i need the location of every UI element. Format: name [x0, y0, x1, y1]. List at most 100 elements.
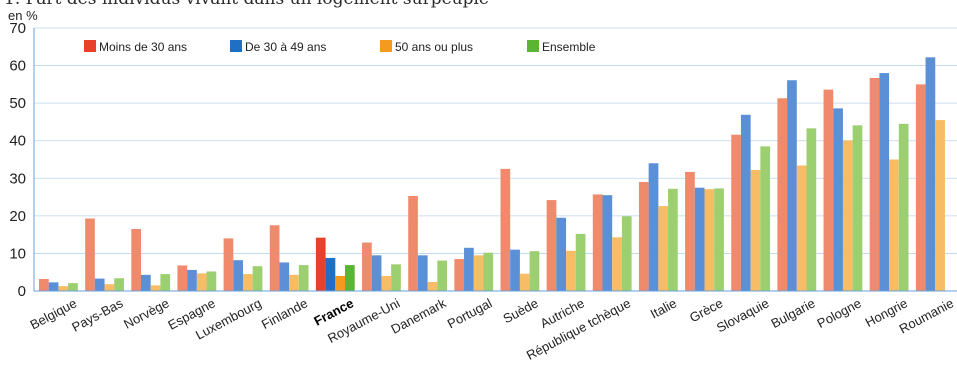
bar-luxembourg-series-1 [223, 238, 234, 291]
bar-france-series-3 [335, 275, 345, 291]
y-tick-label: 70 [9, 20, 26, 37]
y-tick-label: 40 [9, 133, 26, 150]
bar-danemark-series-4 [437, 260, 447, 291]
bar-roumanie-series-3 [935, 120, 945, 291]
bar-royaume-uni-series-1 [362, 242, 372, 291]
bar-belgique-series-4 [68, 283, 78, 291]
bar-bulgarie-series-2 [787, 80, 797, 291]
bar-r-publique-tch-que-series-3 [612, 237, 622, 291]
bar-su-de-series-3 [519, 273, 530, 291]
y-tick-labels: 0 10 20 30 40 50 60 70 [9, 20, 26, 300]
y-tick-label: 10 [9, 245, 26, 262]
bar-royaume-uni-series-4 [391, 264, 401, 291]
bar-slovaquie-series-3 [750, 170, 761, 291]
bar-france-series-4 [345, 265, 355, 291]
bar-italie-series-1 [638, 182, 649, 291]
bar-hongrie-series-4 [898, 123, 909, 291]
legend-label: De 30 à 49 ans [245, 40, 326, 54]
bar-pays-bas-series-1 [85, 218, 95, 291]
category-label: Suède [500, 295, 540, 326]
bar-pays-bas-series-2 [94, 278, 105, 291]
bar-portugal-series-1 [454, 259, 465, 291]
bars [39, 57, 945, 292]
category-label: Portugal [445, 295, 495, 331]
bar-belgique-series-2 [48, 282, 59, 291]
bar-r-publique-tch-que-series-4 [621, 216, 632, 291]
bar-r-publique-tch-que-series-2 [602, 195, 613, 291]
bar-autriche-series-3 [566, 250, 576, 291]
bar-france-series-1 [315, 237, 326, 291]
bar-espagne-series-2 [187, 269, 197, 291]
bar-pays-bas-series-4 [114, 278, 124, 291]
bar-danemark-series-3 [427, 281, 438, 291]
bar-portugal-series-4 [483, 252, 494, 291]
bar-pologne-series-4 [852, 125, 863, 291]
bar-gr-ce-series-4 [714, 188, 724, 291]
y-axis-label: en % [8, 8, 38, 23]
bar-gr-ce-series-1 [685, 171, 695, 291]
bar-luxembourg-series-4 [252, 266, 263, 291]
legend-swatch [527, 40, 539, 52]
bar-norv-ge-series-1 [131, 229, 141, 291]
bar-autriche-series-2 [556, 217, 567, 291]
bar-slovaquie-series-2 [740, 114, 751, 291]
bar-su-de-series-4 [529, 251, 540, 291]
category-labels: BelgiquePays-BasNorvègeEspagneLuxembourg… [27, 295, 956, 363]
bar-pays-bas-series-3 [104, 284, 115, 291]
bar-bulgarie-series-4 [806, 128, 817, 291]
bar-slovaquie-series-1 [731, 134, 741, 291]
bar-norv-ge-series-3 [150, 285, 161, 291]
bar-bulgarie-series-3 [796, 165, 807, 291]
legend-label: Ensemble [542, 40, 596, 54]
bar-luxembourg-series-2 [233, 260, 243, 291]
bar-su-de-series-1 [500, 168, 511, 291]
bar-r-publique-tch-que-series-1 [592, 194, 603, 291]
bar-belgique-series-3 [58, 286, 69, 291]
y-tick-label: 0 [18, 283, 26, 300]
bar-gr-ce-series-2 [694, 187, 705, 291]
category-label: Bulgarie [768, 295, 817, 331]
y-tick-label: 60 [9, 58, 26, 75]
bar-hongrie-series-1 [869, 77, 880, 291]
bar-portugal-series-2 [464, 247, 474, 291]
bar-danemark-series-2 [417, 255, 428, 291]
legend-swatch [380, 40, 392, 52]
bar-autriche-series-4 [575, 233, 586, 291]
bar-su-de-series-2 [510, 249, 520, 291]
bar-italie-series-3 [658, 206, 669, 291]
bar-belgique-series-1 [39, 278, 49, 291]
bar-roumanie-series-2 [925, 57, 936, 292]
bar-norv-ge-series-4 [160, 274, 171, 291]
category-label: Finlande [259, 295, 310, 332]
bar-espagne-series-1 [177, 265, 188, 291]
category-label: Slovaquie [714, 295, 771, 335]
chart-title: 1. Part des individus vivant dans un log… [4, 0, 489, 9]
y-tick-label: 20 [9, 208, 26, 225]
bar-espagne-series-4 [206, 271, 217, 291]
category-label: Norvège [121, 295, 171, 331]
category-label: Italie [648, 295, 679, 321]
bar-bulgarie-series-1 [777, 98, 788, 291]
legend: Moins de 30 ans De 30 à 49 ans 50 ans ou p… [84, 40, 596, 54]
legend-swatch [230, 40, 242, 52]
gridlines [34, 27, 957, 254]
bar-danemark-series-1 [408, 195, 418, 291]
bar-pologne-series-2 [833, 108, 843, 292]
legend-label: 50 ans ou plus [395, 40, 473, 54]
y-tick-label: 30 [9, 170, 26, 187]
bar-france-series-2 [325, 257, 336, 291]
bar-royaume-uni-series-2 [371, 255, 382, 291]
bar-finlande-series-2 [279, 262, 290, 291]
bar-pologne-series-1 [823, 89, 834, 292]
bar-luxembourg-series-3 [243, 274, 253, 291]
bar-slovaquie-series-4 [760, 146, 771, 291]
bar-autriche-series-1 [546, 200, 557, 291]
bar-finlande-series-3 [289, 274, 299, 291]
bar-hongrie-series-3 [889, 159, 899, 291]
bar-italie-series-2 [648, 163, 659, 291]
bar-portugal-series-3 [473, 255, 484, 291]
bar-finlande-series-4 [298, 265, 309, 291]
legend-label: Moins de 30 ans [99, 40, 187, 54]
category-label: Pologne [815, 295, 864, 331]
